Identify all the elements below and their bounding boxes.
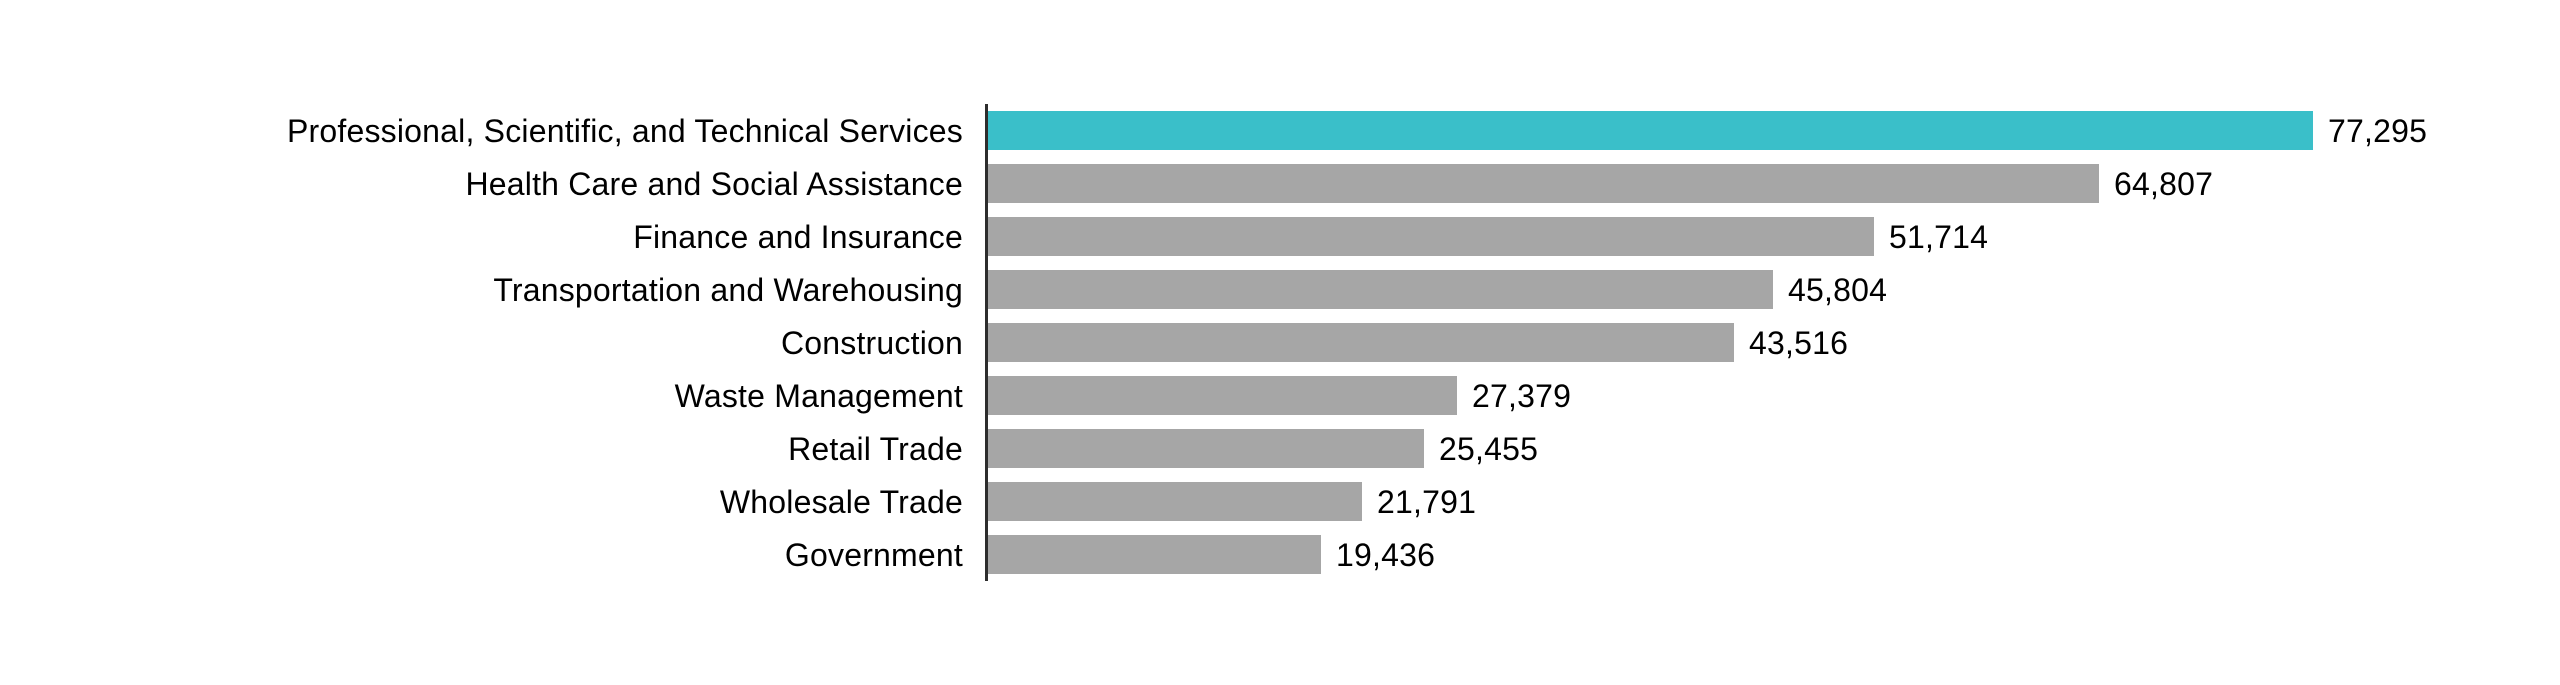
bar (988, 323, 1734, 362)
value-label: 21,791 (1377, 483, 1477, 520)
value-label: 45,804 (1788, 271, 1888, 308)
value-label: 27,379 (1472, 377, 1572, 414)
bar-row: Professional, Scientific, and Technical … (0, 104, 2560, 157)
bar-row: Construction 43,516 (0, 316, 2560, 369)
bar-area: 45,804 (985, 263, 2560, 316)
category-label: Professional, Scientific, and Technical … (286, 112, 963, 149)
value-label: 77,295 (2328, 112, 2428, 149)
bar-row: Wholesale Trade 21,791 (0, 475, 2560, 528)
bar-chart: Professional, Scientific, and Technical … (0, 104, 2560, 581)
category-label: Finance and Insurance (633, 218, 963, 255)
bar-area: 64,807 (985, 157, 2560, 210)
bar-area: 21,791 (985, 475, 2560, 528)
category-label: Government (784, 536, 963, 573)
bar-row: Retail Trade 25,455 (0, 422, 2560, 475)
bar-area: 51,714 (985, 210, 2560, 263)
category-label: Transportation and Warehousing (493, 271, 963, 308)
bar (988, 535, 1321, 574)
bar-row: Transportation and Warehousing 45,804 (0, 263, 2560, 316)
value-label: 25,455 (1439, 430, 1539, 467)
bar-row: Health Care and Social Assistance 64,807 (0, 157, 2560, 210)
bar-area: 25,455 (985, 422, 2560, 475)
category-label: Health Care and Social Assistance (465, 165, 963, 202)
bar-row: Finance and Insurance 51,714 (0, 210, 2560, 263)
bar-area: 27,379 (985, 369, 2560, 422)
bar (988, 429, 1424, 468)
bar-area: 19,436 (985, 528, 2560, 581)
value-label: 51,714 (1889, 218, 1989, 255)
bar (988, 376, 1457, 415)
value-label: 43,516 (1749, 324, 1849, 361)
value-label: 64,807 (2114, 165, 2214, 202)
bar-area: 77,295 (985, 104, 2560, 157)
category-label: Waste Management (674, 377, 963, 414)
bar (988, 217, 1874, 256)
bar-highlighted (988, 111, 2313, 150)
value-label: 19,436 (1336, 536, 1436, 573)
category-label: Wholesale Trade (719, 483, 963, 520)
bar (988, 482, 1362, 521)
bar (988, 270, 1773, 309)
category-label: Construction (780, 324, 963, 361)
category-label: Retail Trade (788, 430, 963, 467)
bar-row: Government 19,436 (0, 528, 2560, 581)
bar-area: 43,516 (985, 316, 2560, 369)
bar (988, 164, 2099, 203)
bar-row: Waste Management 27,379 (0, 369, 2560, 422)
